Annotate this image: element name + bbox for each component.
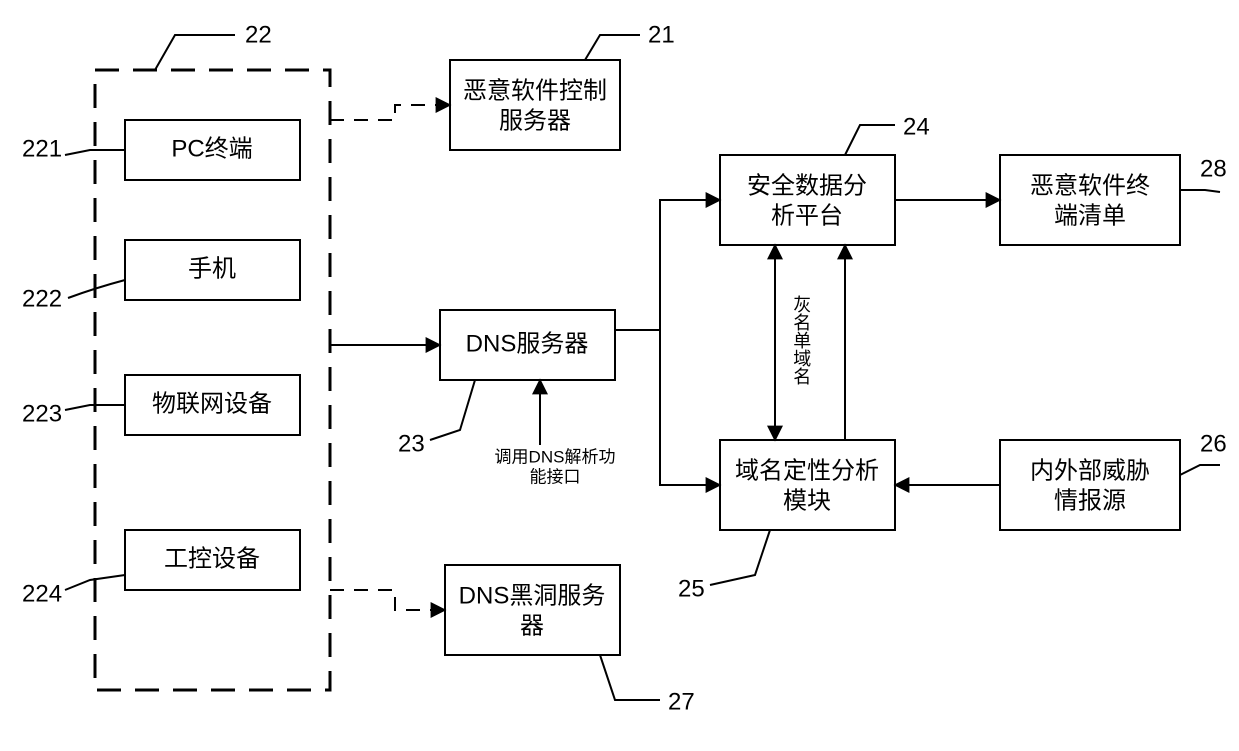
ics-label: 工控设备 [164, 545, 260, 572]
threat-line2: 情报源 [1054, 487, 1126, 514]
platform-line1: 安全数据分 [747, 172, 867, 199]
blackhole-line1: DNS黑洞服务 [459, 582, 606, 609]
pc-terminal-label: PC终端 [171, 135, 252, 162]
ref-22: 22 [245, 21, 272, 48]
greylist-label: 灰名单域名 [791, 295, 811, 385]
leader-27 [600, 655, 660, 700]
ref-223: 223 [22, 400, 62, 427]
edge-dns-platform [615, 200, 720, 330]
leader-23 [430, 380, 475, 440]
ref-24: 24 [903, 113, 930, 140]
ref-221: 221 [22, 135, 62, 162]
leader-221 [65, 150, 125, 155]
leader-22 [155, 35, 235, 70]
system-diagram: PC终端 手机 物联网设备 工控设备 恶意软件控制 服务器 DNS服务器 DNS… [0, 0, 1239, 751]
iot-label: 物联网设备 [152, 390, 272, 417]
list-line1: 恶意软件终 [1030, 172, 1150, 199]
blackhole-server-box: DNS黑洞服务 器 [445, 565, 620, 655]
dns-label: DNS服务器 [466, 330, 589, 357]
list-line2: 端清单 [1054, 202, 1126, 229]
edge-terminals-malware [330, 105, 450, 120]
ics-box: 工控设备 [125, 530, 300, 590]
leader-25 [710, 530, 770, 585]
leader-28 [1180, 190, 1220, 192]
threat-intel-box: 内外部威胁 情报源 [1000, 440, 1180, 530]
malware-line2: 服务器 [499, 107, 571, 134]
edge-dns-domain [660, 330, 720, 485]
ref-224: 224 [22, 580, 62, 607]
ref-28: 28 [1200, 155, 1227, 182]
domain-line2: 模块 [783, 487, 831, 514]
ref-222: 222 [22, 285, 62, 312]
domain-analysis-box: 域名定性分析 模块 [720, 440, 895, 530]
malware-server-box: 恶意软件控制 服务器 [450, 60, 620, 150]
iot-box: 物联网设备 [125, 375, 300, 435]
phone-label: 手机 [188, 255, 236, 282]
ref-25: 25 [678, 575, 705, 602]
blackhole-line2: 器 [520, 612, 544, 639]
pc-terminal-box: PC终端 [125, 120, 300, 180]
malware-line1: 恶意软件控制 [463, 77, 607, 104]
terminal-list-box: 恶意软件终 端清单 [1000, 155, 1180, 245]
ref-23: 23 [398, 430, 425, 457]
threat-line1: 内外部威胁 [1030, 457, 1150, 484]
ref-26: 26 [1200, 430, 1227, 457]
dns-api-line2: 能接口 [530, 467, 581, 486]
phone-box: 手机 [125, 240, 300, 300]
leader-24 [845, 125, 895, 155]
ref-27: 27 [668, 688, 695, 715]
security-platform-box: 安全数据分 析平台 [720, 155, 895, 245]
leader-26 [1180, 465, 1220, 475]
domain-line1: 域名定性分析 [735, 457, 879, 484]
dns-api-line1: 调用DNS解析功 [495, 447, 616, 466]
dns-server-box: DNS服务器 [440, 310, 615, 380]
ref-21: 21 [648, 21, 675, 48]
leader-21 [585, 35, 640, 60]
platform-line2: 析平台 [771, 202, 843, 229]
edge-terminals-blackhole [330, 590, 445, 610]
